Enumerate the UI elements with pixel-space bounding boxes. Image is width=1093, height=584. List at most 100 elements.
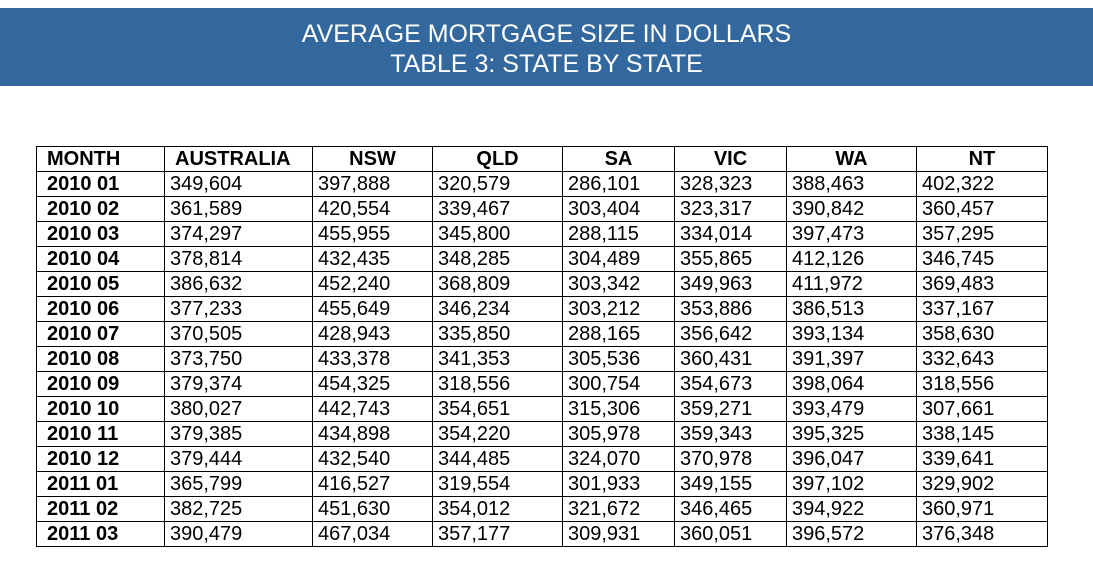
cell-australia: 378,814 xyxy=(164,246,313,272)
cell-month: 2010 11 xyxy=(36,421,165,447)
table-body: 2010 01 349,604 397,888 320,579 286,101 328,3… xyxy=(36,171,1048,547)
cell-nsw: 420,554 xyxy=(312,196,433,222)
cell-sa: 305,536 xyxy=(562,346,675,372)
cell-vic: 370,978 xyxy=(674,446,787,472)
cell-wa: 411,972 xyxy=(786,271,917,297)
cell-sa: 300,754 xyxy=(562,371,675,397)
cell-sa: 288,165 xyxy=(562,321,675,347)
cell-qld: 346,234 xyxy=(432,296,563,322)
cell-nsw: 455,955 xyxy=(312,221,433,247)
cell-qld: 335,850 xyxy=(432,321,563,347)
cell-month: 2010 07 xyxy=(36,321,165,347)
table-row: 2010 04 378,814 432,435 348,285 304,489 355,8… xyxy=(36,246,1048,272)
table-row: 2010 01 349,604 397,888 320,579 286,101 328,3… xyxy=(36,171,1048,197)
cell-wa: 386,513 xyxy=(786,296,917,322)
cell-month: 2010 12 xyxy=(36,446,165,472)
cell-qld: 345,800 xyxy=(432,221,563,247)
table-row: 2011 02 382,725 451,630 354,012 321,672 346,4… xyxy=(36,496,1048,522)
table-header-row: MONTH AUSTRALIA NSW QLD SA VIC WA NT xyxy=(36,146,1048,172)
cell-australia: 373,750 xyxy=(164,346,313,372)
cell-nt: 332,643 xyxy=(916,346,1048,372)
table-row: 2010 12 379,444 432,540 344,485 324,070 370,9… xyxy=(36,446,1048,472)
cell-australia: 380,027 xyxy=(164,396,313,422)
cell-wa: 393,134 xyxy=(786,321,917,347)
cell-vic: 355,865 xyxy=(674,246,787,272)
cell-nt: 369,483 xyxy=(916,271,1048,297)
cell-vic: 356,642 xyxy=(674,321,787,347)
cell-qld: 339,467 xyxy=(432,196,563,222)
cell-wa: 395,325 xyxy=(786,421,917,447)
cell-nsw: 455,649 xyxy=(312,296,433,322)
table-row: 2010 02 361,589 420,554 339,467 303,404 323,3… xyxy=(36,196,1048,222)
cell-australia: 382,725 xyxy=(164,496,313,522)
cell-wa: 390,842 xyxy=(786,196,917,222)
cell-sa: 303,404 xyxy=(562,196,675,222)
cell-wa: 388,463 xyxy=(786,171,917,197)
cell-vic: 323,317 xyxy=(674,196,787,222)
cell-nsw: 432,540 xyxy=(312,446,433,472)
cell-australia: 361,589 xyxy=(164,196,313,222)
cell-qld: 318,556 xyxy=(432,371,563,397)
cell-vic: 353,886 xyxy=(674,296,787,322)
cell-australia: 377,233 xyxy=(164,296,313,322)
cell-nt: 307,661 xyxy=(916,396,1048,422)
table-row: 2011 03 390,479 467,034 357,177 309,931 360,0… xyxy=(36,521,1048,547)
cell-nt: 358,630 xyxy=(916,321,1048,347)
cell-wa: 397,473 xyxy=(786,221,917,247)
cell-qld: 320,579 xyxy=(432,171,563,197)
cell-qld: 319,554 xyxy=(432,471,563,497)
cell-vic: 359,271 xyxy=(674,396,787,422)
mortgage-table: MONTH AUSTRALIA NSW QLD SA VIC WA NT 201… xyxy=(36,146,1048,547)
cell-month: 2011 02 xyxy=(36,496,165,522)
cell-nt: 360,971 xyxy=(916,496,1048,522)
cell-nt: 329,902 xyxy=(916,471,1048,497)
table-row: 2010 03 374,297 455,955 345,800 288,115 334,0… xyxy=(36,221,1048,247)
cell-wa: 396,572 xyxy=(786,521,917,547)
cell-nt: 402,322 xyxy=(916,171,1048,197)
cell-nt: 339,641 xyxy=(916,446,1048,472)
cell-qld: 354,220 xyxy=(432,421,563,447)
cell-nt: 337,167 xyxy=(916,296,1048,322)
cell-nt: 318,556 xyxy=(916,371,1048,397)
cell-australia: 379,385 xyxy=(164,421,313,447)
cell-australia: 370,505 xyxy=(164,321,313,347)
cell-nt: 357,295 xyxy=(916,221,1048,247)
cell-month: 2010 09 xyxy=(36,371,165,397)
cell-vic: 349,155 xyxy=(674,471,787,497)
cell-month: 2010 04 xyxy=(36,246,165,272)
cell-australia: 365,799 xyxy=(164,471,313,497)
cell-nsw: 442,743 xyxy=(312,396,433,422)
cell-wa: 393,479 xyxy=(786,396,917,422)
cell-nsw: 451,630 xyxy=(312,496,433,522)
cell-month: 2010 01 xyxy=(36,171,165,197)
cell-wa: 391,397 xyxy=(786,346,917,372)
cell-vic: 334,014 xyxy=(674,221,787,247)
cell-sa: 286,101 xyxy=(562,171,675,197)
cell-qld: 368,809 xyxy=(432,271,563,297)
column-header-nt: NT xyxy=(916,146,1048,172)
cell-wa: 398,064 xyxy=(786,371,917,397)
cell-month: 2011 01 xyxy=(36,471,165,497)
cell-month: 2010 05 xyxy=(36,271,165,297)
cell-nsw: 434,898 xyxy=(312,421,433,447)
table-row: 2010 05 386,632 452,240 368,809 303,342 349,9… xyxy=(36,271,1048,297)
cell-sa: 303,342 xyxy=(562,271,675,297)
cell-nsw: 433,378 xyxy=(312,346,433,372)
cell-month: 2010 08 xyxy=(36,346,165,372)
cell-vic: 349,963 xyxy=(674,271,787,297)
column-header-month: MONTH xyxy=(36,146,165,172)
cell-nsw: 428,943 xyxy=(312,321,433,347)
cell-australia: 386,632 xyxy=(164,271,313,297)
table-row: 2010 06 377,233 455,649 346,234 303,212 353,8… xyxy=(36,296,1048,322)
cell-qld: 354,012 xyxy=(432,496,563,522)
cell-wa: 396,047 xyxy=(786,446,917,472)
cell-qld: 341,353 xyxy=(432,346,563,372)
cell-vic: 346,465 xyxy=(674,496,787,522)
cell-sa: 315,306 xyxy=(562,396,675,422)
cell-australia: 374,297 xyxy=(164,221,313,247)
table-row: 2010 07 370,505 428,943 335,850 288,165 356,6… xyxy=(36,321,1048,347)
cell-nt: 360,457 xyxy=(916,196,1048,222)
cell-month: 2011 03 xyxy=(36,521,165,547)
cell-nt: 338,145 xyxy=(916,421,1048,447)
cell-australia: 349,604 xyxy=(164,171,313,197)
